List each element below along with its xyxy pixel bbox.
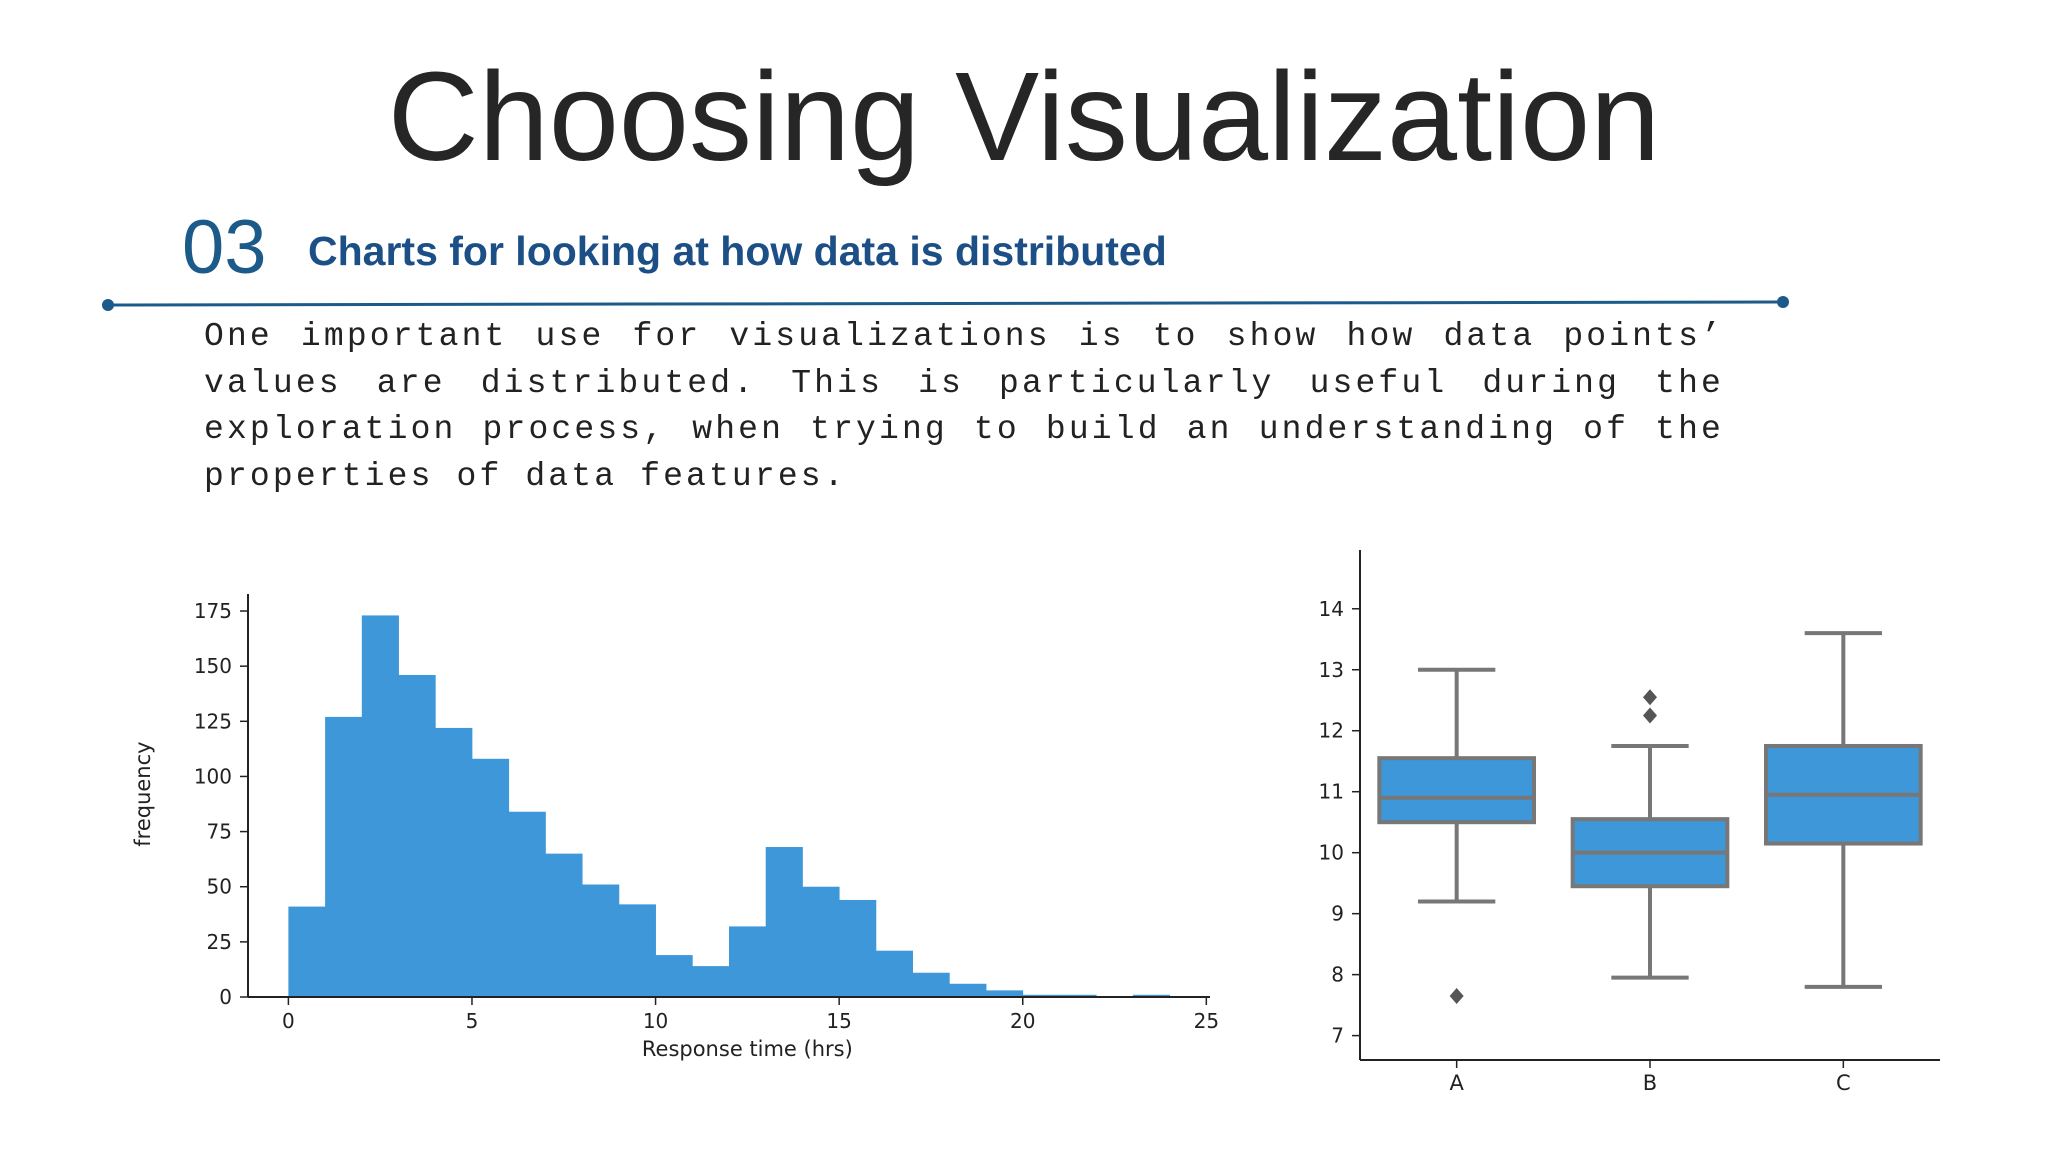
boxplot-chart: A B C 7 8 9 10 11 12 13 14 (1319, 550, 1940, 1095)
x-tick-label: 5 (466, 1009, 479, 1033)
histogram-bar (765, 847, 803, 997)
y-tick-label: 12 (1319, 719, 1344, 743)
slide-title: Choosing Visualization (387, 46, 1661, 187)
outlier-marker (1449, 987, 1464, 1004)
section-number: 03 (182, 205, 267, 290)
histogram-bar (471, 758, 510, 997)
x-tick-label: 0 (282, 1009, 295, 1033)
histogram-bar (875, 950, 913, 997)
histogram-bar (508, 811, 546, 997)
histogram-bar (692, 966, 730, 997)
x-tick-label: 20 (1010, 1009, 1035, 1033)
y-tick-label: 50 (207, 875, 232, 899)
histogram-bar (545, 853, 583, 997)
x-tick-label: 15 (826, 1009, 851, 1033)
y-tick-label: 150 (194, 654, 232, 678)
outlier-marker (1643, 707, 1657, 724)
x-tick-label: A (1449, 1071, 1464, 1095)
divider-right-dot (1777, 296, 1789, 308)
y-tick-label: 75 (207, 820, 232, 844)
y-tick-label: 100 (194, 764, 232, 788)
x-tick-label: C (1836, 1071, 1851, 1095)
divider-line (107, 300, 1784, 307)
y-tick-label: 7 (1331, 1024, 1344, 1048)
histogram-bar (655, 955, 693, 997)
y-tick-label: 25 (207, 930, 232, 954)
histogram-chart: 0 5 10 15 20 25 0 25 50 75 100 125 150 175 Response ti… (131, 594, 1219, 1061)
y-tick-label: 9 (1331, 902, 1344, 926)
histogram-bar (729, 926, 767, 997)
histogram-bar (912, 972, 950, 997)
histogram-bar (582, 884, 620, 997)
y-tick-label: 8 (1331, 963, 1344, 987)
box-A (1377, 756, 1537, 825)
x-axis-label: Response time (hrs) (642, 1037, 853, 1061)
histogram-bar (949, 983, 987, 997)
histogram-bar (1132, 994, 1171, 997)
x-tick-label: 25 (1194, 1009, 1219, 1033)
histogram-bar (435, 727, 473, 997)
divider-left-dot (102, 299, 114, 311)
histogram-bar (361, 615, 399, 997)
y-tick-label: 11 (1319, 780, 1344, 804)
section-divider (102, 296, 1789, 311)
histogram-bar (398, 674, 436, 997)
y-axis-label: frequency (131, 741, 155, 846)
section-heading: Charts for looking at how data is distri… (308, 228, 1167, 274)
histogram-bar (288, 906, 326, 997)
y-tick-label: 10 (1319, 841, 1344, 865)
x-tick-label: B (1643, 1071, 1657, 1095)
histogram-bar (986, 990, 1024, 997)
y-tick-label: 14 (1319, 597, 1344, 621)
histogram-bar (802, 886, 840, 997)
histogram-bar (325, 716, 363, 997)
histogram-bar (618, 904, 656, 997)
y-tick-label: 175 (194, 599, 232, 623)
y-tick-label: 125 (194, 709, 232, 733)
y-tick-label: 13 (1319, 658, 1344, 682)
histogram-bar (1022, 994, 1060, 997)
histogram-bar (1059, 994, 1097, 997)
x-tick-label: 10 (643, 1009, 668, 1033)
outlier-marker (1643, 689, 1657, 706)
histogram-bar (839, 899, 877, 997)
description-text: One important use for visualizations is … (204, 318, 1724, 495)
y-tick-label: 0 (219, 985, 232, 1009)
